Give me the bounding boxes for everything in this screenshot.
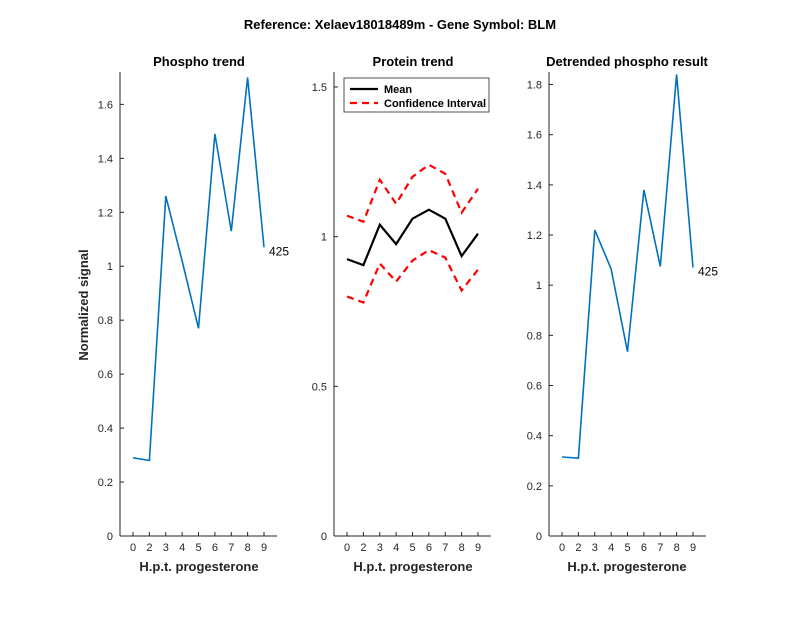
- y-tick-label: 1.4: [98, 153, 113, 165]
- y-tick-label: 0.8: [527, 330, 542, 342]
- y-tick-label: 0.4: [527, 431, 542, 443]
- legend-ci-label: Confidence Interval: [384, 98, 486, 110]
- x-tick-label: 9: [690, 542, 696, 554]
- x-tick-label: 7: [657, 542, 663, 554]
- y-tick-label: 0.2: [98, 477, 113, 489]
- panel-protein-trend: Protein trend H.p.t. progesterone: [353, 54, 472, 574]
- y-tick-label: 1.6: [527, 130, 542, 142]
- y-tick-label: 0.4: [98, 423, 113, 435]
- panel-title: Phospho trend: [153, 54, 245, 69]
- series-line: [561, 74, 694, 460]
- x-tick-label: 4: [179, 542, 185, 554]
- x-axis-label: H.p.t. progesterone: [567, 559, 686, 574]
- x-tick-label: 2: [575, 542, 581, 554]
- mean-line: [346, 208, 479, 267]
- legend-box: [343, 77, 490, 113]
- x-tick-label: 9: [475, 542, 481, 554]
- y-tick-label: 0: [321, 531, 327, 543]
- ci-upper-line: [346, 163, 479, 224]
- panel-title: Protein trend: [373, 54, 454, 69]
- x-tick-label: 7: [228, 542, 234, 554]
- x-tick-label: 2: [146, 542, 152, 554]
- y-tick-label: 0.6: [98, 369, 113, 381]
- y-tick-label: 1.6: [98, 99, 113, 111]
- x-tick-label: 3: [377, 542, 383, 554]
- x-tick-label: 9: [261, 542, 267, 554]
- x-tick-label: 8: [459, 542, 465, 554]
- y-tick-label: 0.6: [527, 381, 542, 393]
- x-tick-label: 3: [592, 542, 598, 554]
- x-tick-label: 7: [442, 542, 448, 554]
- x-tick-label: 6: [212, 542, 218, 554]
- x-tick-label: 5: [195, 542, 201, 554]
- x-axis-label: H.p.t. progesterone: [353, 559, 472, 574]
- x-tick-label: 6: [641, 542, 647, 554]
- x-tick-label: 3: [163, 542, 169, 554]
- x-tick-label: 4: [393, 542, 399, 554]
- x-tick-label: 8: [674, 542, 680, 554]
- x-tick-label: 0: [344, 542, 350, 554]
- y-tick-label: 0: [107, 531, 113, 543]
- x-tick-label: 6: [426, 542, 432, 554]
- series-end-annotation: 425: [698, 265, 718, 279]
- panel-detrended-phospho: Detrended phospho result H.p.t. progeste…: [546, 54, 708, 574]
- x-axis-label: H.p.t. progesterone: [139, 559, 258, 574]
- series-line: [132, 77, 265, 462]
- y-axis-label: Normalized signal: [76, 249, 91, 360]
- y-tick-label: 0: [536, 531, 542, 543]
- x-tick-label: 0: [559, 542, 565, 554]
- y-tick-label: 0.8: [98, 315, 113, 327]
- y-tick-label: 1.2: [98, 207, 113, 219]
- panel-phospho-trend: Phospho trend H.p.t. progesterone Normal…: [76, 54, 259, 574]
- x-tick-label: 2: [360, 542, 366, 554]
- y-tick-label: 1.4: [527, 180, 542, 192]
- legend-mean-label: Mean: [384, 84, 412, 96]
- y-tick-label: 0.5: [312, 381, 327, 393]
- y-tick-label: 0.2: [527, 481, 542, 493]
- y-tick-label: 1: [107, 261, 113, 273]
- y-tick-label: 1.5: [312, 82, 327, 94]
- x-tick-label: 5: [624, 542, 630, 554]
- y-tick-label: 1: [321, 232, 327, 244]
- x-tick-label: 0: [130, 542, 136, 554]
- y-tick-label: 1: [536, 280, 542, 292]
- x-tick-label: 5: [409, 542, 415, 554]
- series-end-annotation: 425: [269, 244, 289, 258]
- x-tick-label: 8: [245, 542, 251, 554]
- y-tick-label: 1.2: [527, 230, 542, 242]
- x-tick-label: 4: [608, 542, 614, 554]
- panel-title: Detrended phospho result: [546, 54, 708, 69]
- y-tick-label: 1.8: [527, 80, 542, 92]
- figure-suptitle: Reference: Xelaev18018489m - Gene Symbol…: [244, 17, 556, 32]
